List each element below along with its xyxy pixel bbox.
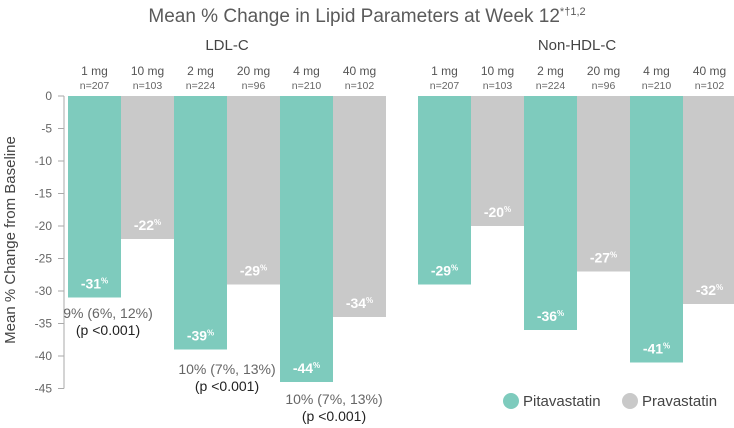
- bar: [68, 96, 121, 298]
- bar: [333, 96, 386, 317]
- chart-title-text: Mean % Change in Lipid Parameters at Wee…: [148, 6, 560, 27]
- dose-label: 4 mg: [643, 64, 670, 78]
- group-label: Non-HDL-C: [538, 37, 617, 54]
- p-value-annotation: (p <0.001): [76, 322, 140, 338]
- sample-size-label: n=103: [133, 80, 163, 92]
- bar: [471, 96, 524, 226]
- bar-value-label: -31%: [81, 276, 108, 292]
- dose-label: 10 mg: [131, 64, 164, 78]
- bar-value-label: -22%: [134, 217, 161, 233]
- sample-size-label: n=102: [345, 80, 375, 92]
- dose-label: 4 mg: [293, 64, 320, 78]
- y-tick-label: -20: [35, 219, 53, 233]
- bar: [418, 96, 471, 285]
- y-tick-label: -30: [35, 284, 53, 298]
- difference-annotation: 10% (7%, 13%): [178, 361, 275, 377]
- y-tick-label: -25: [35, 252, 53, 266]
- bar-value-label: -29%: [431, 263, 458, 279]
- legend-item: Pravastatin: [622, 393, 717, 410]
- dose-label: 1 mg: [81, 64, 108, 78]
- difference-annotation: 10% (7%, 13%): [285, 391, 382, 407]
- y-axis-label: Mean % Change from Baseline: [2, 136, 19, 344]
- chart-title-superscript: *†1,2: [560, 6, 586, 18]
- bar-group: LDL-C 1 mg n=207 -31% 10 mg n=103 -22% 2 mg n=22…: [63, 37, 386, 424]
- bar: [174, 96, 227, 350]
- bar-value-label: -44%: [293, 360, 320, 376]
- legend: Pitavastatin Pravastatin: [503, 393, 717, 410]
- legend-swatch: [622, 393, 638, 409]
- bar: [524, 96, 577, 330]
- bar: [280, 96, 333, 382]
- bar: [577, 96, 630, 272]
- legend-label: Pitavastatin: [523, 393, 601, 410]
- bar-value-label: -27%: [590, 250, 617, 266]
- y-tick-label: -35: [35, 317, 53, 331]
- bar: [227, 96, 280, 285]
- bar-value-label: -34%: [346, 295, 373, 311]
- y-tick-label: -45: [35, 382, 53, 396]
- bar-value-label: -41%: [643, 341, 670, 357]
- bar: [121, 96, 174, 239]
- y-tick-label: -15: [35, 187, 53, 201]
- sample-size-label: n=103: [483, 80, 513, 92]
- y-tick-label: -40: [35, 349, 53, 363]
- dose-label: 1 mg: [431, 64, 458, 78]
- bar-value-label: -20%: [484, 204, 511, 220]
- p-value-annotation: (p <0.001): [195, 378, 259, 394]
- chart-title: Mean % Change in Lipid Parameters at Wee…: [148, 6, 585, 27]
- dose-label: 20 mg: [587, 64, 620, 78]
- dose-label: 2 mg: [187, 64, 214, 78]
- dose-label: 2 mg: [537, 64, 564, 78]
- sample-size-label: n=102: [695, 80, 725, 92]
- bar: [630, 96, 683, 363]
- sample-size-label: n=210: [292, 80, 322, 92]
- bar-group: Non-HDL-C 1 mg n=207 -29% 10 mg n=103 -20% 2 mg…: [418, 37, 734, 363]
- y-tick-label: -5: [41, 122, 52, 136]
- y-tick-label: -10: [35, 154, 53, 168]
- sample-size-label: n=210: [642, 80, 672, 92]
- sample-size-label: n=96: [592, 80, 616, 92]
- sample-size-label: n=224: [186, 80, 216, 92]
- group-label: LDL-C: [205, 37, 249, 54]
- sample-size-label: n=224: [536, 80, 566, 92]
- bar-groups: LDL-C 1 mg n=207 -31% 10 mg n=103 -22% 2 mg n=22…: [63, 37, 734, 424]
- p-value-annotation: (p <0.001): [302, 408, 366, 424]
- sample-size-label: n=96: [242, 80, 266, 92]
- y-axis: 0 -5 -10 -15 -20 -25 -30 -35 -40 -45: [35, 89, 65, 396]
- dose-label: 10 mg: [481, 64, 514, 78]
- legend-swatch: [503, 393, 519, 409]
- dose-label: 40 mg: [693, 64, 726, 78]
- bar-value-label: -29%: [240, 263, 267, 279]
- dose-label: 40 mg: [343, 64, 376, 78]
- sample-size-label: n=207: [80, 80, 110, 92]
- bar: [683, 96, 734, 304]
- bar-value-label: -32%: [696, 282, 723, 298]
- sample-size-label: n=207: [430, 80, 460, 92]
- y-tick-label: 0: [45, 89, 52, 103]
- bar-value-label: -36%: [537, 308, 564, 324]
- legend-label: Pravastatin: [642, 393, 717, 410]
- difference-annotation: 9% (6%, 12%): [63, 305, 152, 321]
- legend-item: Pitavastatin: [503, 393, 601, 410]
- bar-value-label: -39%: [187, 328, 214, 344]
- dose-label: 20 mg: [237, 64, 270, 78]
